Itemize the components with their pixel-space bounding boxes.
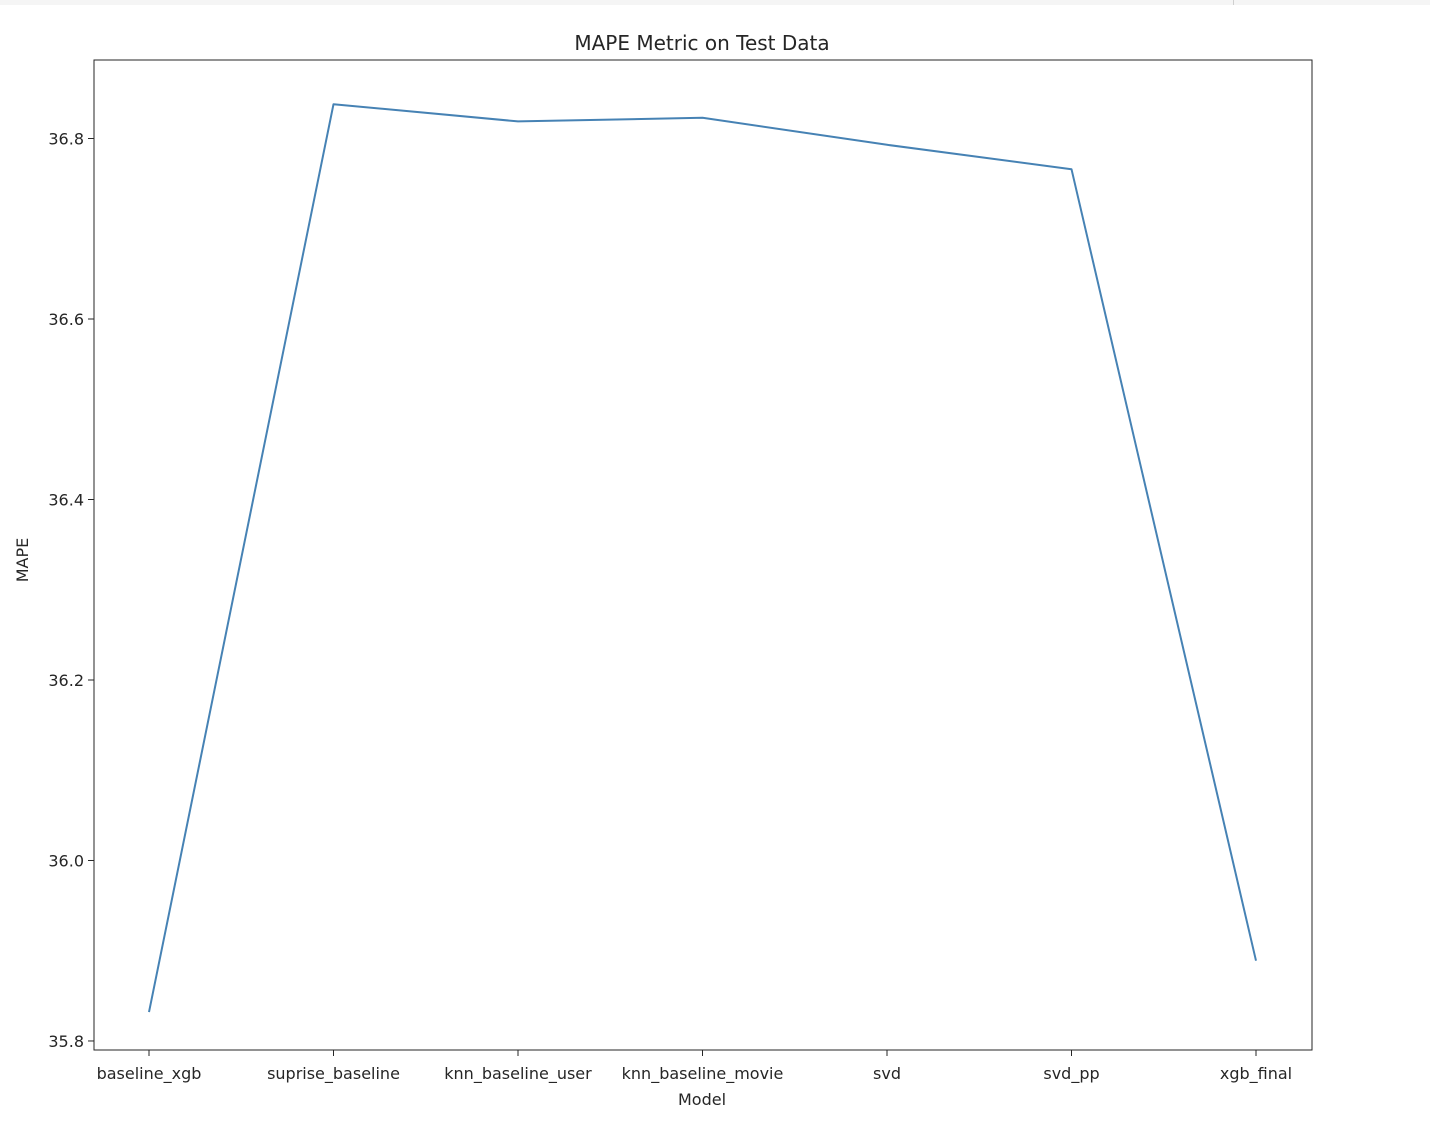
x-axis: baseline_xgb suprise_baseline knn_baseline… <box>97 1050 1292 1084</box>
x-tick-label: baseline_xgb <box>97 1064 202 1084</box>
x-tick-label: svd <box>873 1064 901 1083</box>
y-tick-label: 35.8 <box>48 1032 84 1051</box>
x-tick-label: svd_pp <box>1043 1064 1099 1084</box>
y-tick-label: 36.2 <box>48 671 84 690</box>
y-tick-label: 36.6 <box>48 310 84 329</box>
top-bar-divider <box>1233 0 1234 5</box>
y-tick-label: 36.8 <box>48 130 84 149</box>
x-tick-label: xgb_final <box>1220 1064 1292 1084</box>
chart-title: MAPE Metric on Test Data <box>574 31 829 55</box>
y-tick-label: 36.4 <box>48 490 84 509</box>
y-axis-label: MAPE <box>13 538 32 583</box>
notebook-top-bar <box>0 0 1430 5</box>
x-tick-label: knn_baseline_user <box>444 1064 592 1084</box>
x-tick-label: knn_baseline_movie <box>622 1064 784 1084</box>
y-axis: 35.8 36.0 36.2 36.4 36.6 36.8 <box>48 130 94 1051</box>
y-tick-label: 36.0 <box>48 851 84 870</box>
x-axis-label: Model <box>678 1090 726 1109</box>
x-tick-label: suprise_baseline <box>267 1064 400 1084</box>
series-line <box>148 103 1257 1013</box>
plot-area-frame <box>93 59 1313 1051</box>
